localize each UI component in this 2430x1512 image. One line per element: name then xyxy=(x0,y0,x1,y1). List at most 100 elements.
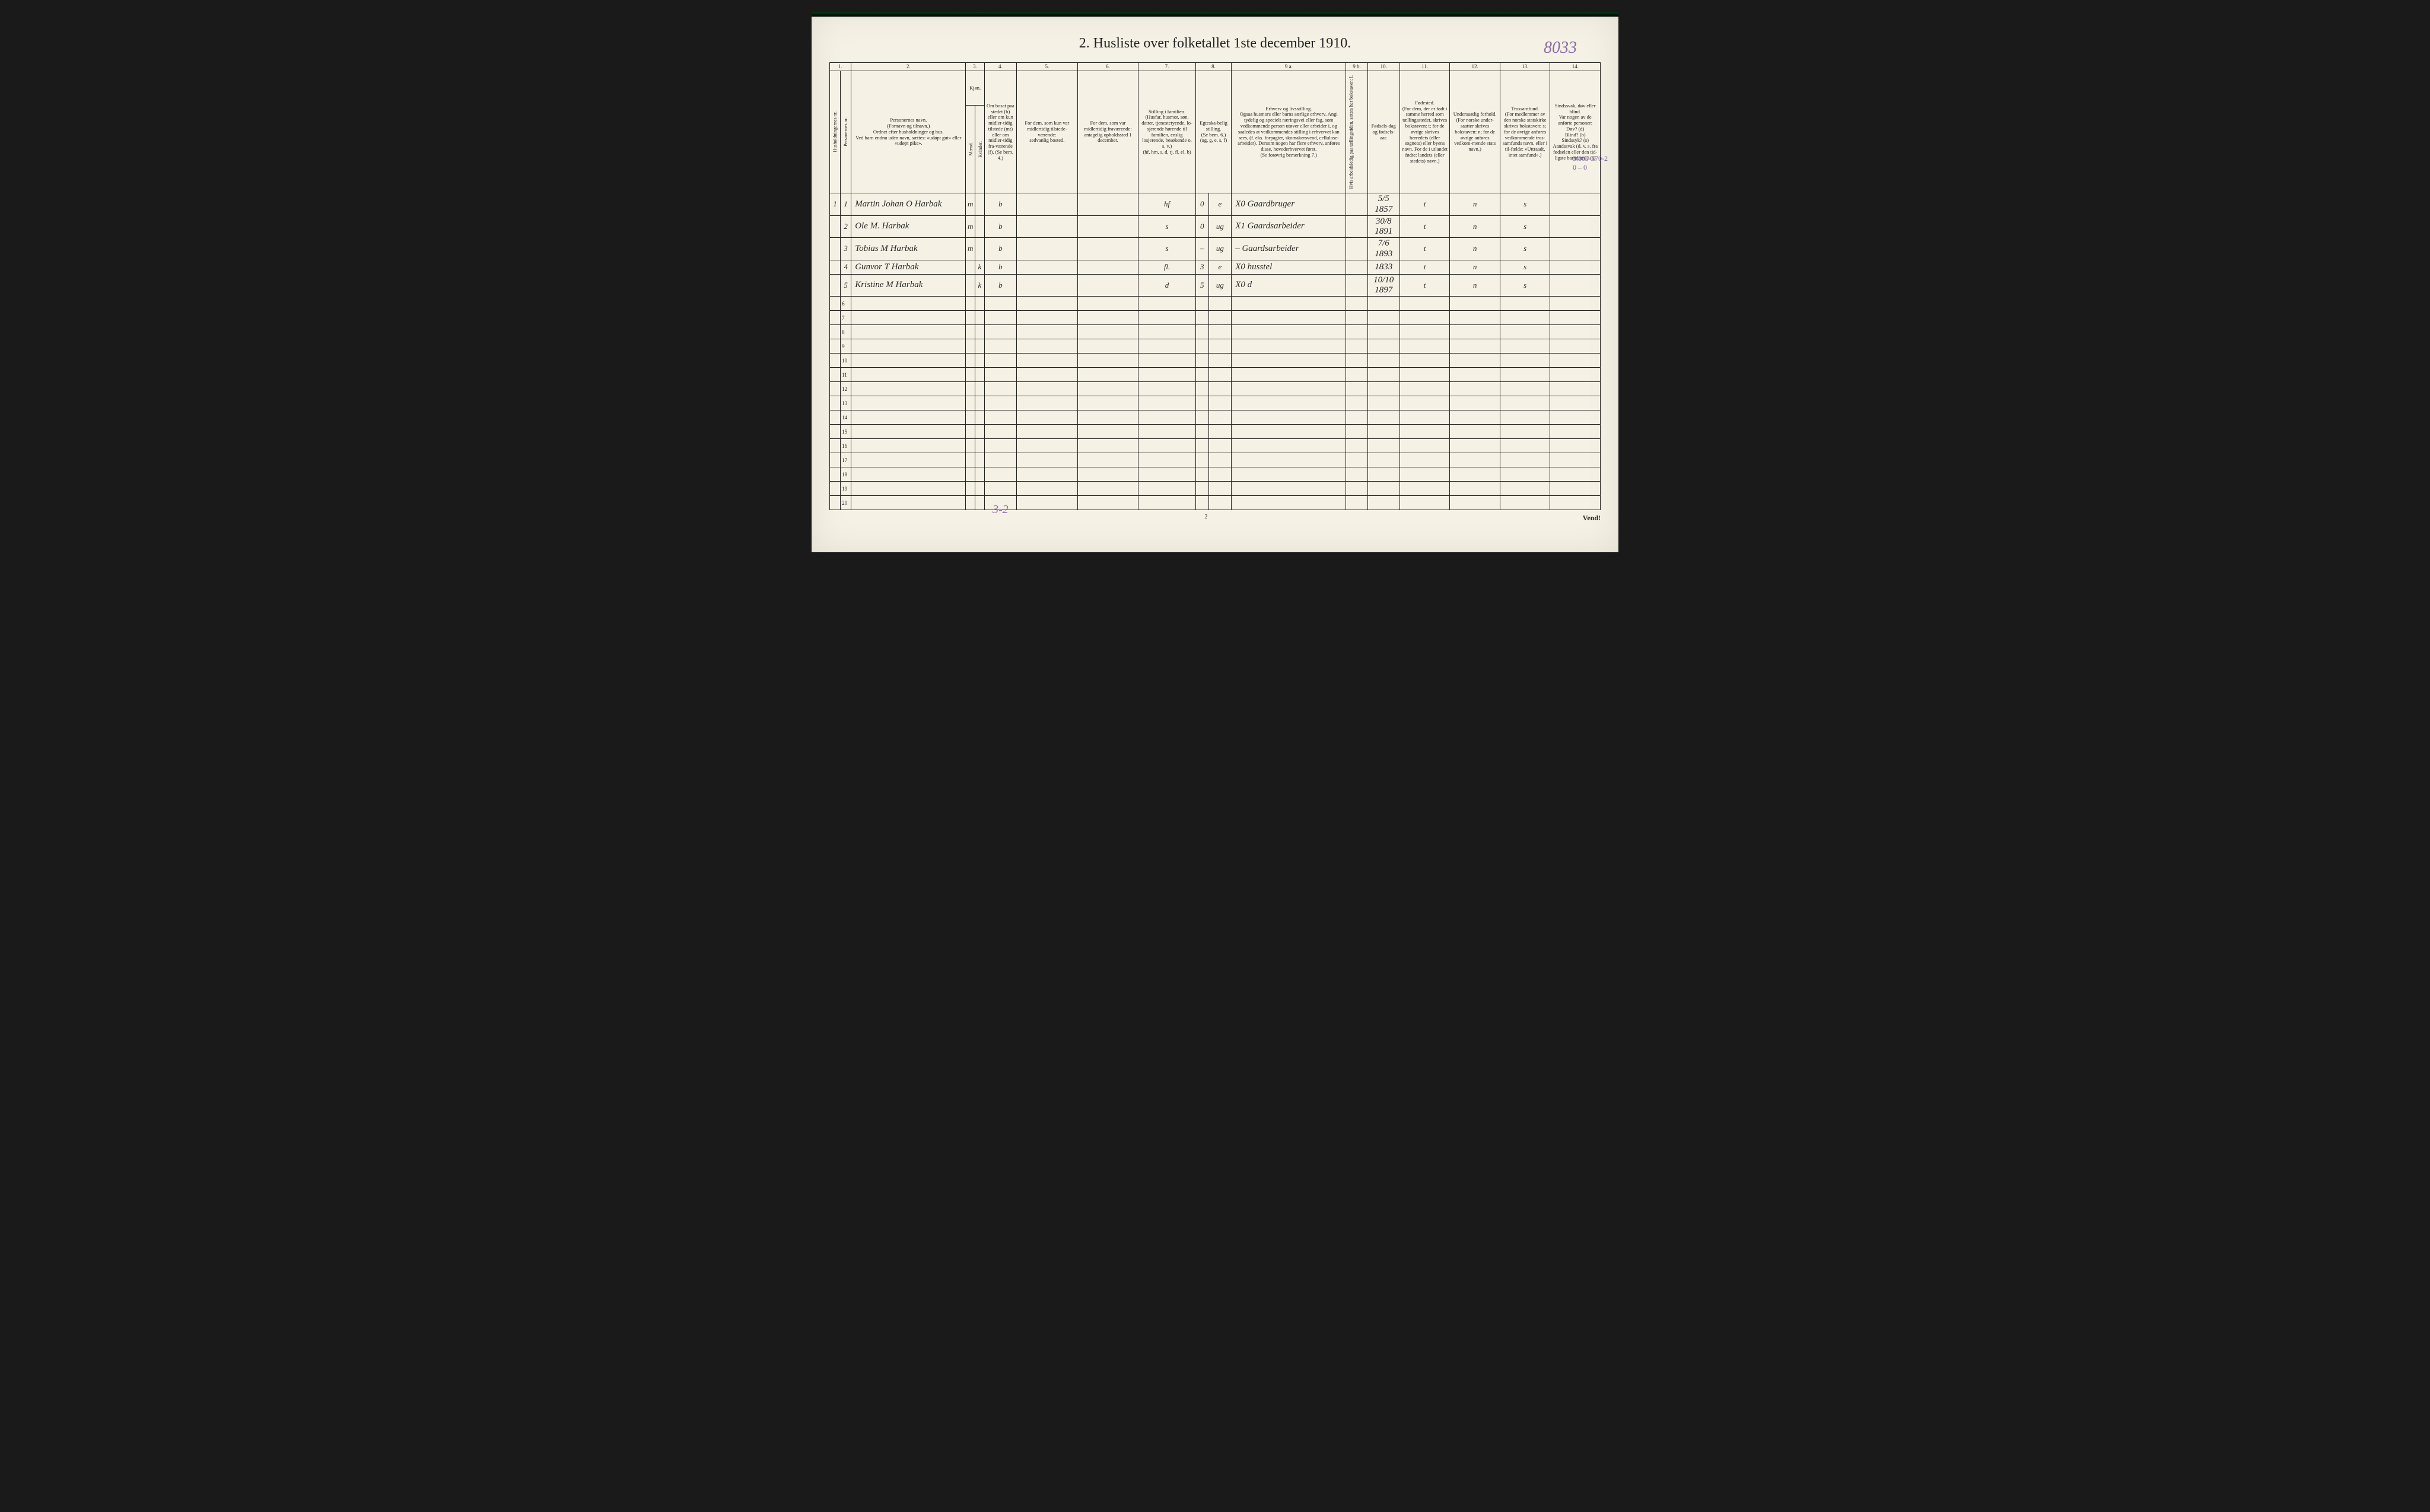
table-row: 11 xyxy=(830,368,1601,382)
cell xyxy=(1550,396,1601,410)
handwritten-value: 3 xyxy=(1200,262,1204,271)
cell xyxy=(1077,339,1138,354)
hdr-sex-m: Mænd. xyxy=(966,106,975,193)
cell xyxy=(1017,467,1078,482)
cell xyxy=(1450,396,1500,410)
handwritten-value: 5 xyxy=(844,281,848,289)
cell xyxy=(1346,311,1367,325)
cell xyxy=(1500,339,1550,354)
cell xyxy=(1500,382,1550,396)
cell: t xyxy=(1400,193,1450,216)
cell: 0 xyxy=(1195,215,1208,238)
cell xyxy=(1195,382,1208,396)
handwritten-value: – Gaardsarbeider xyxy=(1235,244,1299,253)
colnum-4: 4. xyxy=(984,63,1016,71)
cell xyxy=(1400,354,1450,368)
handwritten-value: b xyxy=(998,222,1003,231)
table-row: 20 xyxy=(830,496,1601,510)
cell xyxy=(1138,425,1196,439)
handwritten-value: n xyxy=(1473,281,1477,289)
handwritten-value: s xyxy=(1523,222,1526,231)
handwritten-value: 1833 xyxy=(1375,262,1392,272)
handwritten-value: X1 Gaardsarbeider xyxy=(1235,221,1305,231)
cell xyxy=(830,325,841,339)
cell xyxy=(830,482,841,496)
cell: 1833 xyxy=(1367,260,1400,274)
header-row-main: Husholdningernes nr. Personernes nr. Per… xyxy=(830,71,1601,106)
cell: n xyxy=(1450,215,1500,238)
hdr-hh-nr: Husholdningernes nr. xyxy=(830,71,841,193)
handwritten-value: b xyxy=(998,262,1003,271)
cell xyxy=(1367,425,1400,439)
cell xyxy=(1138,339,1196,354)
cell: n xyxy=(1450,238,1500,260)
handwritten-value: b xyxy=(998,244,1003,253)
cell xyxy=(1017,368,1078,382)
cell: Tobias M Harbak xyxy=(851,238,966,260)
cell: t xyxy=(1400,274,1450,297)
cell xyxy=(1077,396,1138,410)
colnum-8: 8. xyxy=(1195,63,1231,71)
table-row: 14 xyxy=(830,410,1601,425)
cell xyxy=(1346,410,1367,425)
cell xyxy=(966,396,975,410)
cell xyxy=(830,382,841,396)
handwritten-value: ug xyxy=(1216,244,1224,253)
cell xyxy=(975,354,985,368)
handwritten-value: 2 xyxy=(844,222,848,231)
cell: 1 xyxy=(830,193,841,216)
cell xyxy=(975,325,985,339)
cell xyxy=(1367,396,1400,410)
cell xyxy=(975,439,985,453)
handwritten-value: 30/8 1891 xyxy=(1375,217,1392,236)
cell xyxy=(1232,410,1346,425)
cell: 0 xyxy=(1195,193,1208,216)
cell xyxy=(1367,354,1400,368)
annotation-margin-right: 3.800-570-2 0 – 0 xyxy=(1573,154,1608,172)
cell xyxy=(1017,238,1078,260)
cell xyxy=(1500,325,1550,339)
cell xyxy=(966,339,975,354)
cell: Kristine M Harbak xyxy=(851,274,966,297)
cell xyxy=(1346,382,1367,396)
cell xyxy=(1450,410,1500,425)
handwritten-value: t xyxy=(1424,222,1426,231)
cell xyxy=(1346,396,1367,410)
handwritten-value: m xyxy=(968,244,973,253)
cell xyxy=(1550,274,1601,297)
handwritten-value: 5/5 1857 xyxy=(1375,194,1392,214)
cell xyxy=(1550,260,1601,274)
table-row: 4Gunvor T Harbakkbfl.3eX0 husstel1833tns xyxy=(830,260,1601,274)
handwritten-value: Martin Johan O Harbak xyxy=(855,199,942,209)
cell xyxy=(1208,339,1232,354)
cell xyxy=(966,496,975,510)
cell xyxy=(966,425,975,439)
cell xyxy=(1138,439,1196,453)
cell xyxy=(1077,482,1138,496)
cell xyxy=(830,425,841,439)
cell xyxy=(1232,425,1346,439)
handwritten-value: s xyxy=(1166,222,1169,231)
handwritten-value: e xyxy=(1218,199,1222,208)
cell xyxy=(1367,410,1400,425)
cell: – Gaardsarbeider xyxy=(1232,238,1346,260)
cell xyxy=(1232,311,1346,325)
handwritten-value: s xyxy=(1523,262,1526,271)
cell xyxy=(851,368,966,382)
cell: s xyxy=(1500,260,1550,274)
cell xyxy=(1195,453,1208,467)
cell xyxy=(1232,453,1346,467)
cell xyxy=(1017,410,1078,425)
cell xyxy=(1138,410,1196,425)
cell xyxy=(1208,382,1232,396)
cell xyxy=(975,482,985,496)
cell xyxy=(1367,325,1400,339)
cell xyxy=(1195,339,1208,354)
cell: 8 xyxy=(841,325,851,339)
cell xyxy=(1138,354,1196,368)
cell xyxy=(984,482,1016,496)
cell xyxy=(1400,467,1450,482)
cell xyxy=(1346,354,1367,368)
cell xyxy=(1017,354,1078,368)
cell xyxy=(1400,496,1450,510)
